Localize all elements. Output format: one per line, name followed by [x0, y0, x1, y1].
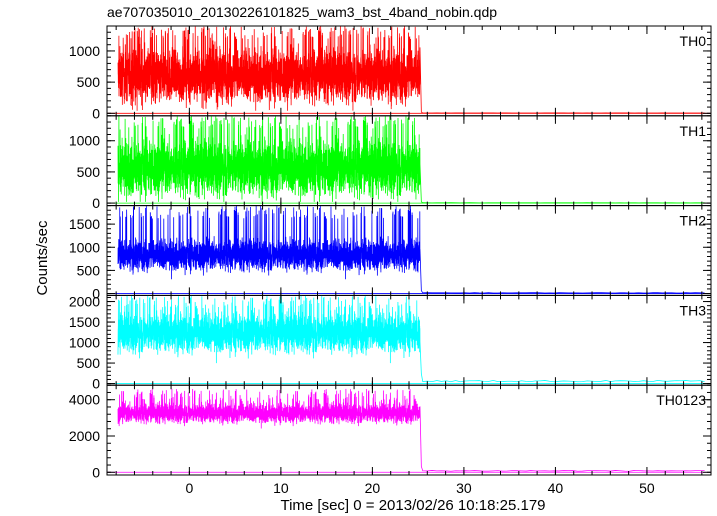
y-tick-label: 500: [77, 164, 101, 180]
y-tick-label: 2000: [69, 428, 100, 444]
x-tick-label: 0: [185, 480, 193, 496]
panel-th2: 0 500 1000 1500 TH2: [69, 205, 712, 302]
panel-th0: 0 500 1000 TH0: [69, 25, 712, 121]
y-tick-label: 1000: [69, 133, 100, 149]
panel-th1: 0 500 1000 TH1: [69, 115, 712, 211]
panel-th3: 0 500 1000 1500 2000 TH3: [69, 294, 712, 392]
x-axis-label: Time [sec] 0 = 2013/02/26 10:18:25.179: [280, 497, 545, 514]
y-tick-label: 1000: [69, 335, 100, 351]
x-tick-label: 40: [548, 480, 564, 496]
x-tick-label: 50: [639, 480, 655, 496]
y-tick-label: 0: [92, 376, 100, 392]
y-tick-label: 0: [92, 105, 100, 121]
series-line-th2: [117, 205, 705, 294]
series-line-th0123: [117, 388, 705, 472]
series-line-th1: [117, 115, 705, 204]
y-tick-label: 0: [92, 286, 100, 302]
panel-label: TH1: [680, 123, 707, 139]
y-tick-label: 500: [77, 74, 101, 90]
x-tick-label: 30: [456, 480, 472, 496]
y-tick-label: 0: [92, 464, 100, 480]
chart-title: ae707035010_20130226101825_wam3_bst_4ban…: [107, 4, 497, 20]
y-tick-label: 1500: [69, 216, 100, 232]
y-tick-label: 4000: [69, 392, 100, 408]
y-tick-label: 1500: [69, 314, 100, 330]
series-line-th0: [117, 26, 705, 114]
x-tick-labels: 0 10 20 30 40 50: [185, 480, 654, 496]
x-tick-label: 20: [365, 480, 381, 496]
panels-group: 0 500 1000 TH0 0 500 1000 TH1 0 500 1000 1500 TH2 0 50…: [69, 25, 712, 480]
y-tick-label: 2000: [69, 294, 100, 310]
panel-th0123: 0 2000 4000 TH0123: [69, 384, 712, 480]
panel-label: TH0: [680, 33, 707, 49]
y-tick-label: 1000: [69, 239, 100, 255]
y-tick-label: 500: [77, 355, 101, 371]
panel-label: TH3: [680, 302, 707, 318]
series-line-th3: [117, 295, 705, 383]
panel-label: TH2: [680, 213, 707, 229]
x-tick-label: 10: [273, 480, 289, 496]
y-tick-label: 0: [92, 195, 100, 211]
y-axis-label: Counts/sec: [34, 220, 51, 296]
panel-label: TH0123: [656, 392, 706, 408]
y-tick-label: 1000: [69, 43, 100, 59]
y-tick-label: 500: [77, 262, 101, 278]
